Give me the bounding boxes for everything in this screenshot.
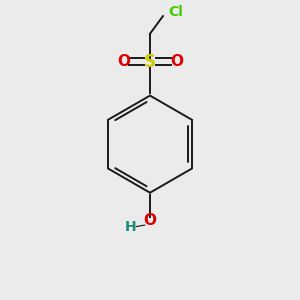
Text: S: S <box>144 53 156 71</box>
Text: Cl: Cl <box>168 5 183 19</box>
Text: O: O <box>143 213 157 228</box>
Text: O: O <box>117 54 130 69</box>
Text: H: H <box>125 220 137 234</box>
Text: O: O <box>170 54 183 69</box>
